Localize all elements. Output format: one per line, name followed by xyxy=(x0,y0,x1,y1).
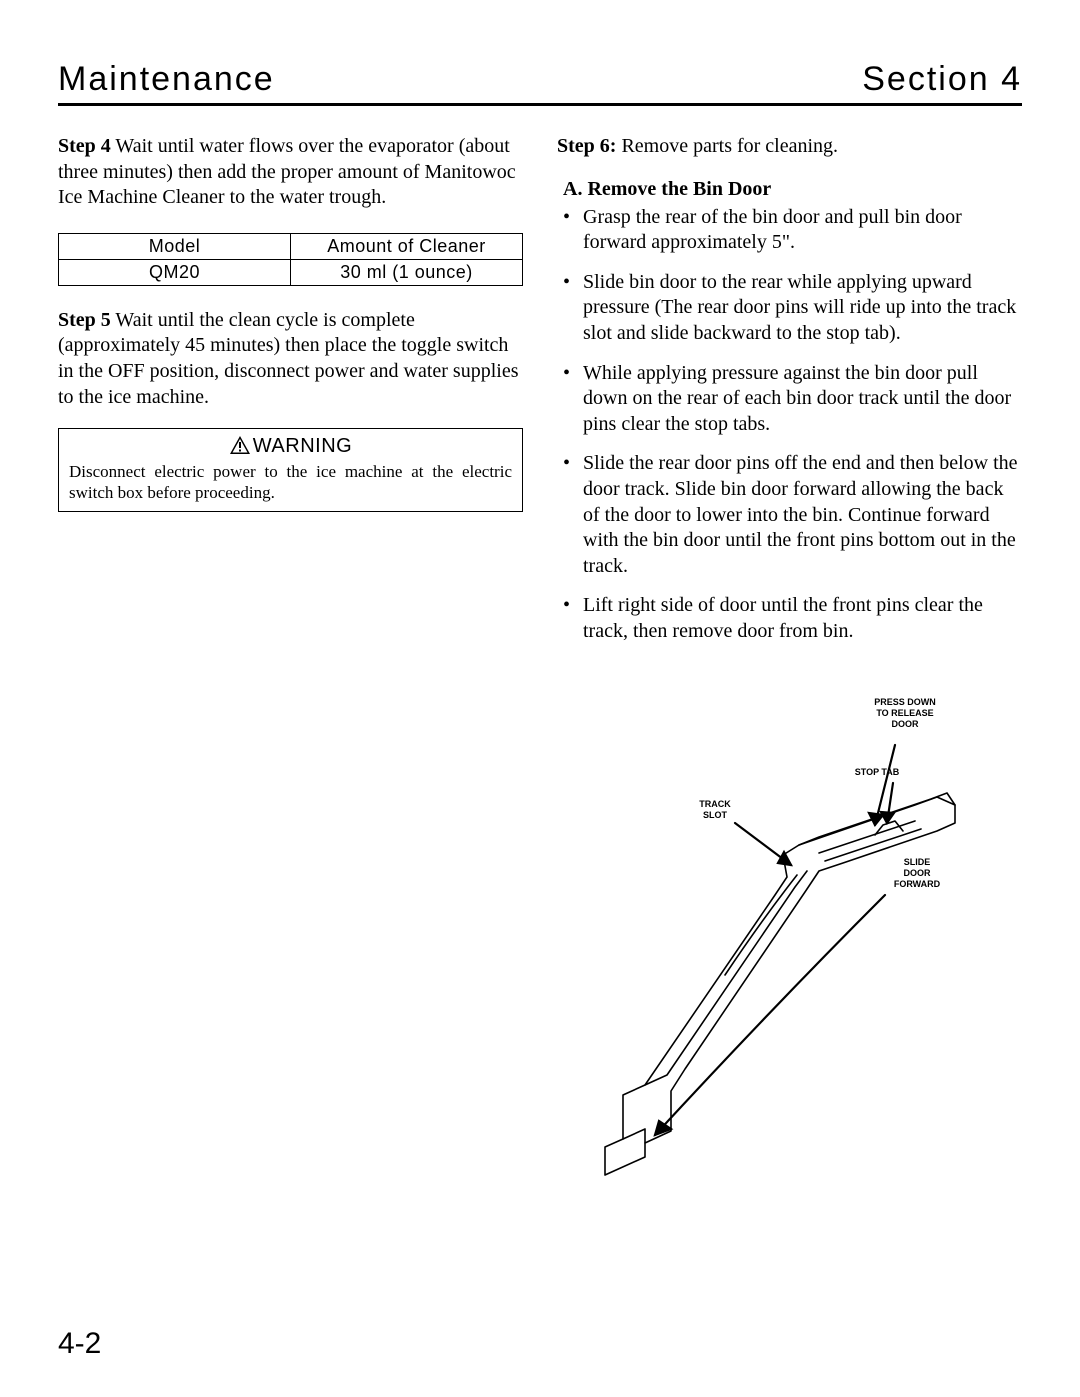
list-item: While applying pressure against the bin … xyxy=(583,361,1022,438)
list-item: Slide the rear door pins off the end and… xyxy=(583,451,1022,579)
diagram-label-press3: DOOR xyxy=(891,719,919,729)
list-item: Slide bin door to the rear while applyin… xyxy=(583,270,1022,347)
page-header: Maintenance Section 4 xyxy=(58,60,1022,106)
track-diagram: PRESS DOWN TO RELEASE DOOR STOP TAB TRAC… xyxy=(557,675,1022,1195)
page-number: 4-2 xyxy=(58,1327,101,1361)
header-left: Maintenance xyxy=(58,60,275,99)
diagram-label-stop: STOP TAB xyxy=(854,767,899,777)
table-cell: QM20 xyxy=(59,259,291,285)
diagram-label-press2: TO RELEASE xyxy=(876,708,933,718)
diagram-label-track1: TRACK xyxy=(699,799,731,809)
step5-text: Wait until the clean cycle is complete (… xyxy=(58,309,519,408)
table-cell: 30 ml (1 ounce) xyxy=(291,259,523,285)
table-row: QM20 30 ml (1 ounce) xyxy=(59,259,523,285)
table-header: Model xyxy=(59,233,291,259)
list-item: Grasp the rear of the bin door and pull … xyxy=(583,205,1022,256)
table-header: Amount of Cleaner xyxy=(291,233,523,259)
diagram-label-track2: SLOT xyxy=(703,810,728,820)
warning-icon xyxy=(229,435,251,455)
step6-label: Step 6: xyxy=(557,135,616,157)
step4-label: Step 4 xyxy=(58,135,111,157)
table-row: Model Amount of Cleaner xyxy=(59,233,523,259)
content-columns: Step 4 Wait until water flows over the e… xyxy=(58,134,1022,1195)
diagram-label-slide3: FORWARD xyxy=(893,879,940,889)
warning-title: WARNING xyxy=(253,435,352,457)
cleaner-table: Model Amount of Cleaner QM20 30 ml (1 ou… xyxy=(58,233,523,286)
warning-title-row: WARNING xyxy=(69,435,512,458)
bullet-list: Grasp the rear of the bin door and pull … xyxy=(557,205,1022,645)
right-column: Step 6: Remove parts for cleaning. A. Re… xyxy=(557,134,1022,1195)
warning-body: Disconnect electric power to the ice mac… xyxy=(69,462,512,503)
diagram-label-slide1: SLIDE xyxy=(903,857,930,867)
header-right: Section 4 xyxy=(862,60,1022,99)
diagram-svg: PRESS DOWN TO RELEASE DOOR STOP TAB TRAC… xyxy=(575,675,1005,1195)
step5-para: Step 5 Wait until the clean cycle is com… xyxy=(58,308,523,410)
left-column: Step 4 Wait until water flows over the e… xyxy=(58,134,523,1195)
step5-label: Step 5 xyxy=(58,309,111,331)
step6-para: Step 6: Remove parts for cleaning. xyxy=(557,134,1022,160)
step6-text: Remove parts for cleaning. xyxy=(616,135,838,157)
diagram-label-slide2: DOOR xyxy=(903,868,931,878)
sub-heading-a: A. Remove the Bin Door xyxy=(557,178,1022,201)
step4-para: Step 4 Wait until water flows over the e… xyxy=(58,134,523,211)
list-item: Lift right side of door until the front … xyxy=(583,593,1022,644)
diagram-label-press1: PRESS DOWN xyxy=(874,697,936,707)
step4-text: Wait until water flows over the evaporat… xyxy=(58,135,516,208)
warning-box: WARNING Disconnect electric power to the… xyxy=(58,428,523,512)
